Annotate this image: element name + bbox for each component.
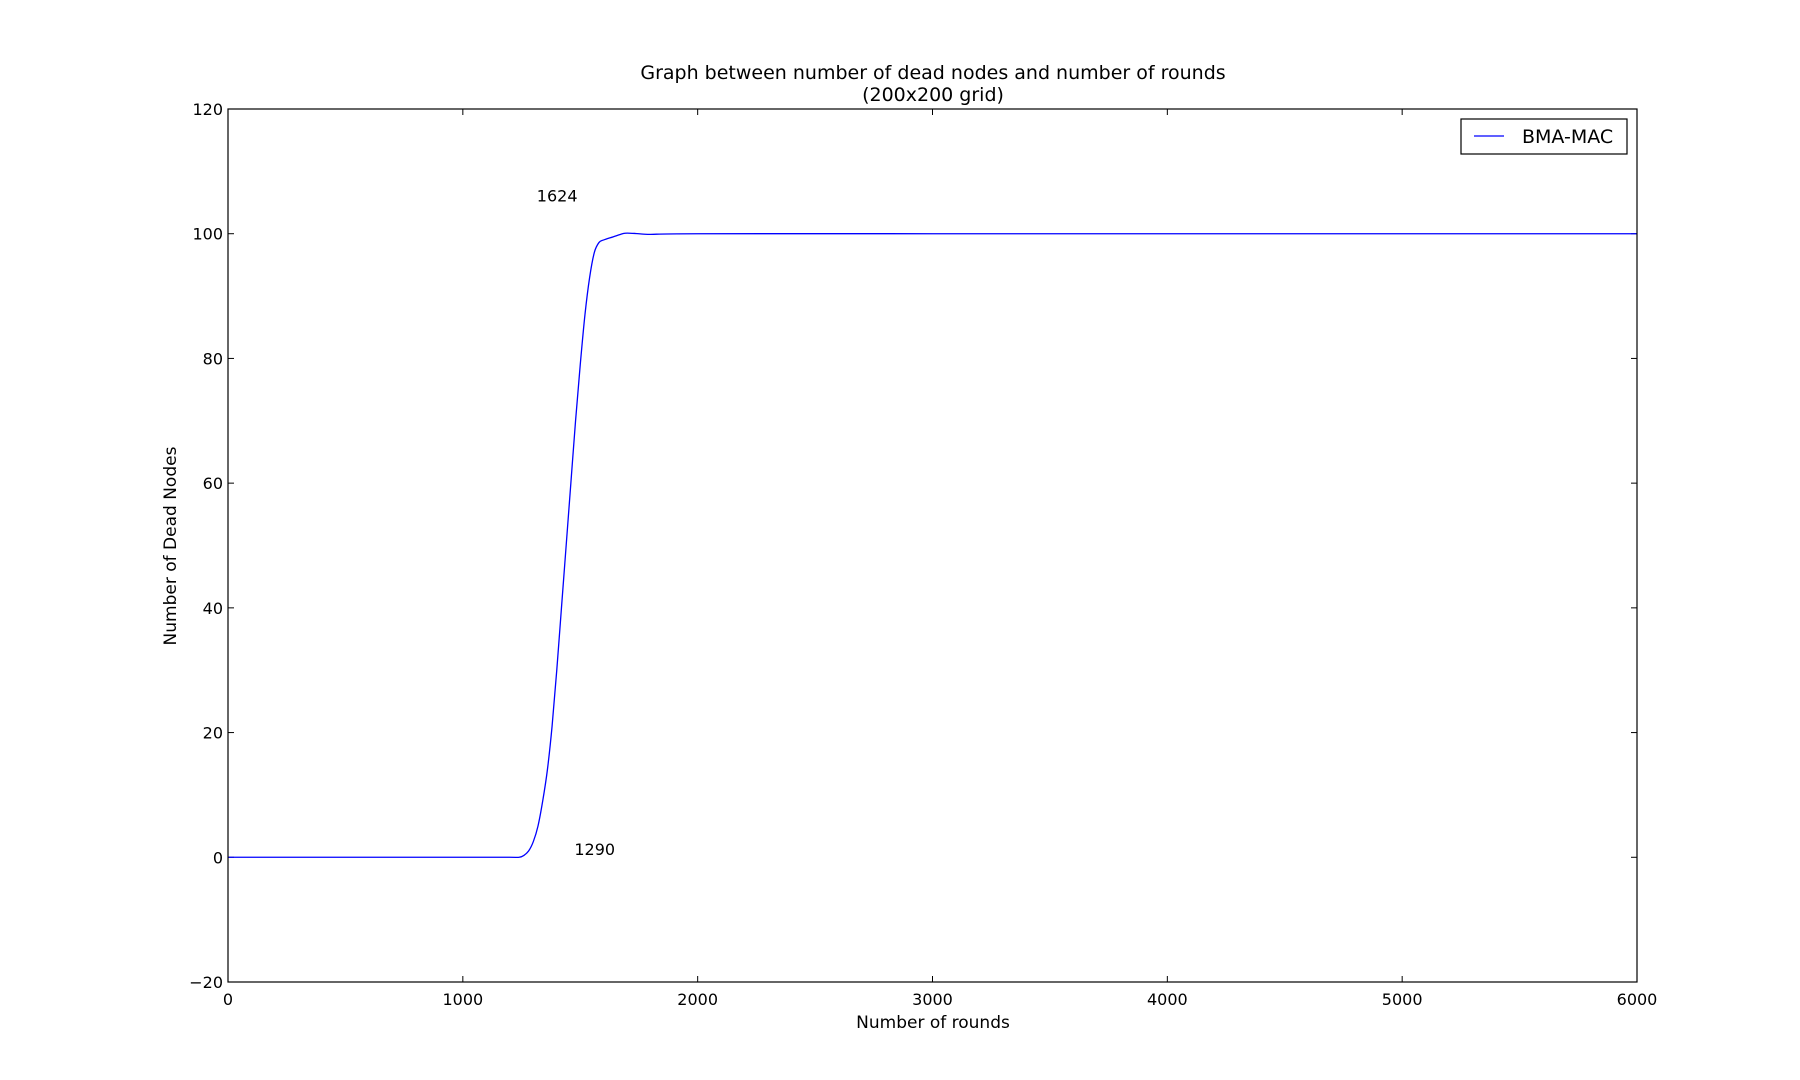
annotation-label: 1290 — [574, 840, 615, 859]
legend: BMA-MAC — [1460, 118, 1628, 155]
x-tick-label: 1000 — [442, 990, 483, 1009]
y-tick-label: 0 — [213, 848, 223, 867]
chart-subtitle: (200x200 grid) — [862, 84, 1004, 106]
legend-label: BMA-MAC — [1522, 126, 1613, 148]
x-tick-label: 2000 — [677, 990, 718, 1009]
series-line-0 — [228, 232, 1637, 859]
x-tick-label: 3000 — [912, 990, 953, 1009]
annotation-label: 1624 — [537, 186, 578, 205]
y-tick-label: −20 — [189, 973, 223, 992]
y-tick-label: 60 — [203, 474, 223, 493]
chart-title: Graph between number of dead nodes and n… — [640, 62, 1225, 84]
y-tick-label: 100 — [192, 225, 223, 244]
series-group — [228, 232, 1637, 859]
y-tick-label: 80 — [203, 349, 223, 368]
tick-group: 0 1000 2000 3000 4000 5000 6000−20020406080100… — [189, 100, 1657, 1009]
x-tick-label: 6000 — [1617, 990, 1658, 1009]
x-tick-label: 0 — [223, 990, 233, 1009]
y-tick-label: 20 — [203, 724, 223, 743]
x-tick-label: 5000 — [1382, 990, 1423, 1009]
x-tick-label: 4000 — [1147, 990, 1188, 1009]
plot-frame — [227, 108, 1638, 983]
y-tick-label: 40 — [203, 599, 223, 618]
annotation-group: 1624 1290 — [537, 186, 615, 859]
y-tick-label: 120 — [192, 100, 223, 119]
x-axis-label: Number of rounds — [856, 1013, 1010, 1033]
y-axis-label: Number of Dead Nodes — [161, 446, 181, 645]
